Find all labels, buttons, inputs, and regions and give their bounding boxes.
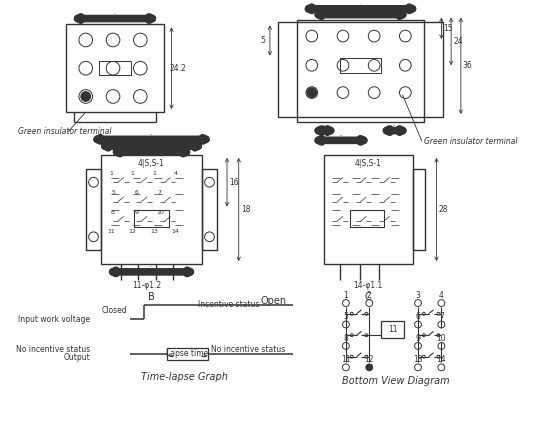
Text: Output: Output (64, 353, 90, 362)
Text: 8: 8 (360, 9, 361, 10)
Circle shape (307, 88, 317, 98)
Text: Closed: Closed (102, 306, 128, 315)
Text: 4: 4 (173, 171, 178, 176)
Circle shape (366, 364, 373, 371)
Text: Time-lapse Graph: Time-lapse Graph (141, 372, 227, 382)
Text: 149: 149 (150, 147, 153, 148)
Text: 11-φ1.2: 11-φ1.2 (133, 281, 162, 290)
Text: Incentive status: Incentive status (198, 301, 259, 310)
Text: 24: 24 (453, 37, 463, 46)
Text: 15: 15 (443, 24, 453, 33)
Text: 6: 6 (415, 312, 420, 321)
Text: 9: 9 (134, 210, 139, 215)
Text: No incentive status: No incentive status (212, 345, 286, 354)
Text: 12: 12 (364, 355, 374, 364)
Text: 13: 13 (413, 355, 423, 364)
Text: 14-φ1.1: 14-φ1.1 (353, 281, 383, 290)
Bar (340, 58, 381, 73)
Text: 12: 12 (114, 13, 116, 14)
Bar (99, 61, 130, 75)
Text: 16: 16 (229, 178, 239, 187)
Text: 1: 1 (344, 291, 349, 300)
Text: 3: 3 (415, 291, 420, 300)
Text: 137: 137 (340, 135, 342, 136)
Text: 127: 127 (323, 125, 326, 126)
Text: 11: 11 (107, 229, 115, 234)
Text: 7: 7 (158, 190, 162, 195)
Text: 11: 11 (388, 325, 397, 334)
Text: 5: 5 (344, 312, 349, 321)
Text: 4: 4 (439, 291, 444, 300)
Bar (381, 321, 404, 338)
Text: 36: 36 (463, 61, 472, 70)
Text: 5: 5 (111, 190, 115, 195)
Text: 12: 12 (129, 229, 136, 234)
Text: 7: 7 (439, 312, 444, 321)
Text: Input work voltage: Input work voltage (19, 315, 90, 324)
Text: 11: 11 (341, 355, 351, 364)
Text: 14: 14 (172, 229, 179, 234)
Text: B: B (147, 292, 155, 302)
Text: Green insulator terminal: Green insulator terminal (18, 127, 111, 136)
Text: No incentive status: No incentive status (16, 345, 90, 354)
Text: 24.2: 24.2 (170, 64, 187, 73)
Bar (167, 348, 208, 360)
Text: 272: 272 (150, 267, 153, 268)
Text: 1: 1 (130, 171, 134, 176)
Text: 18: 18 (241, 205, 250, 214)
Text: 8: 8 (111, 210, 115, 215)
Bar (350, 209, 384, 227)
Text: Open: Open (261, 296, 287, 306)
Text: 10: 10 (156, 210, 164, 215)
Text: C: C (365, 292, 372, 302)
Text: 10: 10 (437, 334, 446, 343)
Text: Lapse time: Lapse time (166, 349, 208, 358)
Text: 14: 14 (437, 355, 446, 364)
Text: 4|S,S-1: 4|S,S-1 (138, 159, 164, 168)
Bar (66, 25, 164, 112)
Text: 28: 28 (438, 205, 448, 214)
Bar (324, 155, 413, 264)
Bar (134, 209, 169, 227)
Text: 5: 5 (261, 36, 266, 45)
Text: Green insulator terminal: Green insulator terminal (424, 137, 517, 146)
Circle shape (81, 92, 90, 101)
Text: 1: 1 (109, 171, 113, 176)
Text: 136: 136 (150, 134, 153, 135)
Text: 143: 143 (150, 141, 153, 142)
Text: 2: 2 (360, 3, 361, 4)
Text: 1: 1 (152, 171, 156, 176)
Bar (202, 169, 217, 251)
Text: 8: 8 (344, 334, 349, 343)
Bar (297, 20, 424, 122)
Bar (413, 169, 425, 251)
Text: 6: 6 (134, 190, 138, 195)
Text: 2: 2 (367, 291, 372, 300)
Bar (278, 22, 443, 117)
Text: 9: 9 (415, 334, 420, 343)
Text: 127: 127 (393, 125, 396, 126)
Bar (101, 155, 202, 264)
Bar (85, 169, 101, 251)
Text: 13: 13 (150, 229, 158, 234)
Text: Bottom View Diagram: Bottom View Diagram (342, 376, 449, 386)
Text: 4|S,S-1: 4|S,S-1 (355, 159, 382, 168)
